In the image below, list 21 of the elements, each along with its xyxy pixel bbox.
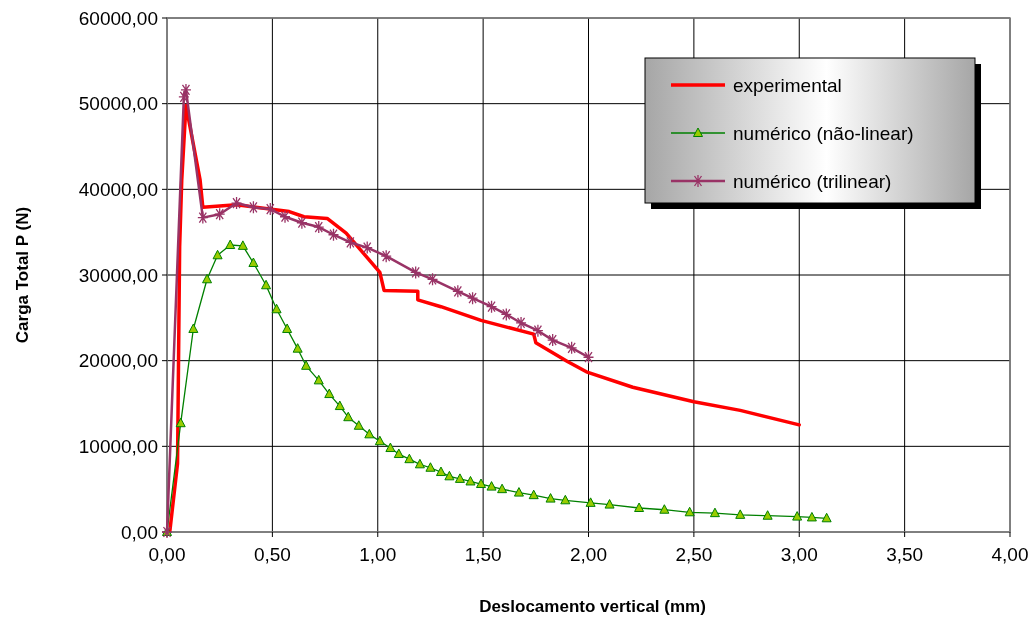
- y-axis-title: Carga Total P (N): [13, 206, 32, 344]
- y-tick-label: 20000,00: [78, 350, 158, 372]
- x-tick-label: 3,00: [780, 544, 818, 565]
- y-tick-label: 10000,00: [78, 435, 158, 457]
- legend-label: experimental: [733, 74, 842, 96]
- x-tick-label: 0,00: [148, 544, 186, 565]
- x-tick-label: 1,00: [359, 544, 397, 565]
- legend-label: numérico (não-linear): [733, 122, 914, 144]
- x-tick-label: 2,00: [570, 544, 607, 565]
- y-tick-label: 30000,00: [78, 264, 158, 286]
- x-tick-label: 4,00: [991, 544, 1029, 565]
- y-tick-label: 50000,00: [78, 93, 158, 115]
- legend-label: numérico (trilinear): [733, 170, 892, 192]
- y-tick-label: 40000,00: [78, 178, 158, 200]
- x-axis-title: Deslocamento vertical (mm): [479, 597, 706, 616]
- x-tick-label: 1,50: [464, 544, 502, 565]
- y-tick-label: 60000,00: [78, 7, 158, 29]
- x-tick-label: 3,50: [886, 544, 924, 565]
- x-tick-label: 0,50: [253, 544, 291, 565]
- y-tick-label: 0,00: [121, 521, 158, 543]
- x-tick-label: 2,50: [675, 544, 713, 565]
